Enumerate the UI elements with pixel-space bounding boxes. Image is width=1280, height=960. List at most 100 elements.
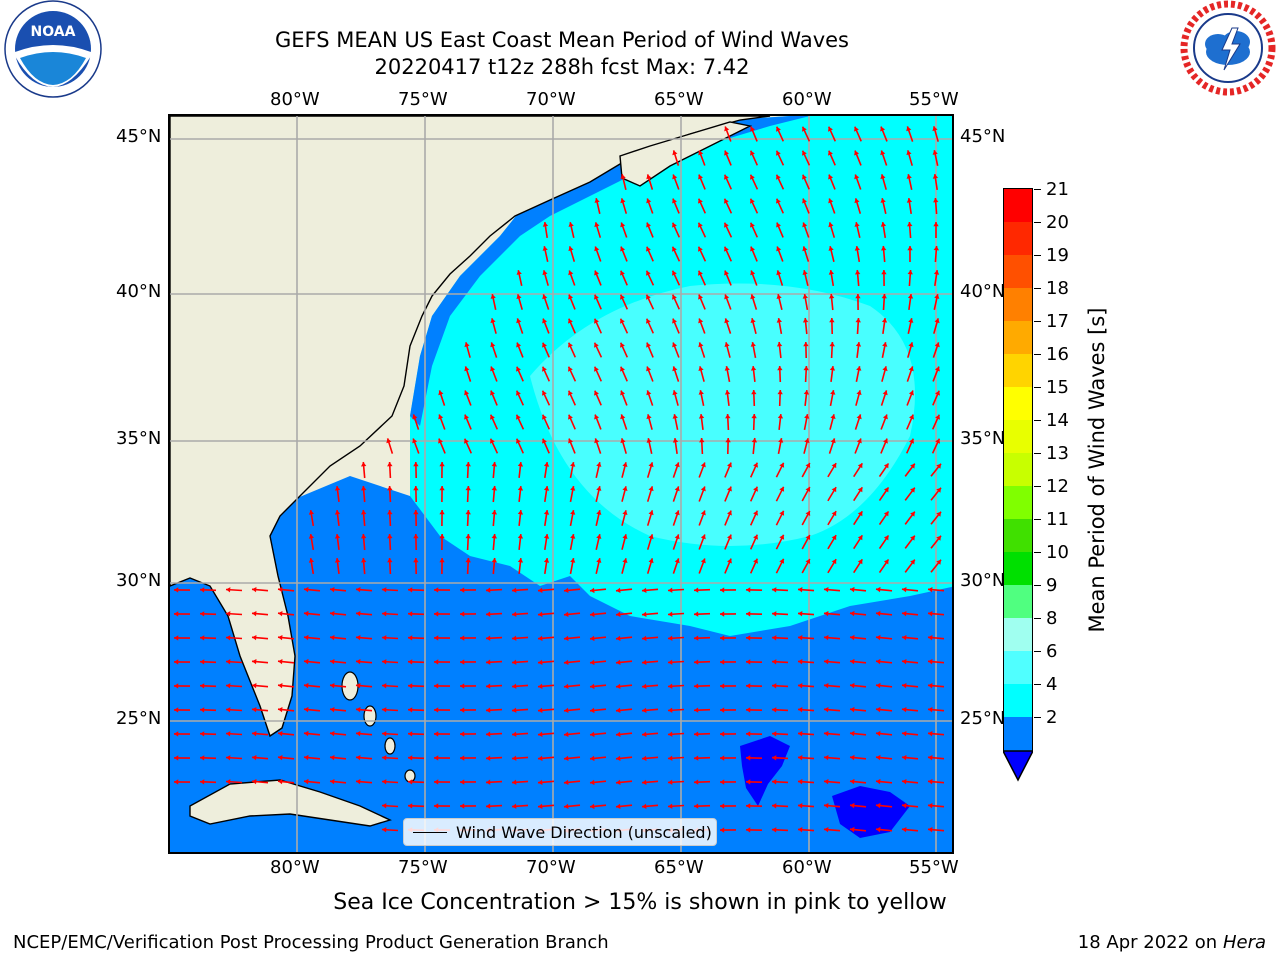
wind-wave-arrow-head <box>200 587 205 593</box>
wind-wave-arrow-head <box>698 150 704 156</box>
wind-wave-arrow-head <box>200 731 205 737</box>
wind-wave-arrow-head <box>413 510 419 515</box>
wind-wave-arrow-head <box>751 414 757 419</box>
wind-wave-arrow-head <box>486 803 491 809</box>
wind-wave-arrow-head <box>750 270 756 276</box>
wind-wave-arrow-head <box>490 438 495 444</box>
wind-wave-arrow-head <box>460 587 465 593</box>
wind-wave-arrow-head <box>408 683 413 689</box>
wind-wave-arrow-head <box>542 390 547 396</box>
wind-wave-arrow-head <box>486 731 491 737</box>
colorbar-tick-mark <box>1034 420 1041 421</box>
wind-wave-arrow-head <box>880 174 886 180</box>
wind-wave-arrow-head <box>648 486 654 492</box>
colorbar-segment <box>1004 321 1032 355</box>
wind-wave-arrow-head <box>226 731 231 737</box>
wind-wave-arrow-head <box>802 318 809 323</box>
wind-wave-arrow-head <box>724 318 730 324</box>
wind-wave-arrow-head <box>596 486 602 491</box>
wind-wave-arrow-head <box>460 731 465 737</box>
lon-label-top-60w: 60°W <box>782 89 832 110</box>
wind-wave-arrow-head <box>883 559 889 565</box>
wind-wave-arrow-head <box>590 779 595 786</box>
wind-wave-arrow-head <box>408 611 413 617</box>
lat-label-left-30n: 30°N <box>116 570 162 591</box>
wind-wave-arrow-head <box>668 779 673 785</box>
lon-label-bottom-55w: 55°W <box>909 857 959 878</box>
wind-wave-arrow-head <box>908 342 914 348</box>
wind-wave-arrow-head <box>486 611 491 617</box>
wind-wave-arrow-head <box>746 659 751 665</box>
wind-wave-arrow-head <box>564 587 569 593</box>
wind-wave-arrow-head <box>542 438 547 444</box>
wind-wave-arrow-head <box>882 366 888 372</box>
wind-wave-arrow-head <box>856 366 862 371</box>
wind-wave-arrow-head <box>620 174 626 179</box>
wind-wave-arrow-head <box>304 586 309 593</box>
wind-wave-arrow-head <box>907 270 913 275</box>
wind-wave-arrow-head <box>698 174 703 180</box>
wind-wave-arrow-head <box>252 659 257 665</box>
wind-wave-arrow-head <box>596 510 602 515</box>
wind-wave-arrow-head <box>464 342 470 348</box>
lon-label-top-75w: 75°W <box>398 89 448 110</box>
wind-wave-arrow-head <box>308 534 314 539</box>
wind-wave-arrow-head <box>226 587 231 593</box>
wind-wave-arrow-head <box>491 534 497 539</box>
lon-label-bottom-80w: 80°W <box>270 857 320 878</box>
lat-label-right-40n: 40°N <box>960 281 1006 302</box>
colorbar-tick-mark <box>1034 222 1041 223</box>
colorbar-tick-label: 10 <box>1046 542 1069 563</box>
wind-wave-arrow-head <box>382 731 387 737</box>
wind-wave-arrow-head <box>910 559 915 565</box>
wind-wave-arrow-head <box>439 486 445 491</box>
nws-logo <box>1178 0 1278 98</box>
wind-wave-arrow-head <box>910 463 915 469</box>
wind-wave-arrow-head <box>278 731 283 737</box>
wind-wave-arrow-head <box>850 634 855 641</box>
colorbar-tick-mark <box>1034 552 1041 553</box>
wind-wave-arrow-head <box>857 487 863 493</box>
lon-label-bottom-75w: 75°W <box>398 857 448 878</box>
wind-wave-arrow-head <box>724 270 729 276</box>
wind-wave-arrow-head <box>902 707 907 713</box>
wind-wave-arrow-head <box>831 487 837 493</box>
wind-wave-arrow-head <box>902 635 907 641</box>
wind-wave-arrow-head <box>772 827 777 833</box>
wind-wave-arrow-head <box>909 414 914 420</box>
wind-wave-arrow-head <box>850 586 855 593</box>
wind-wave-arrow-head <box>516 414 521 420</box>
wind-wave-arrow-head <box>698 414 705 419</box>
ocean-period-6-8 <box>530 283 915 546</box>
wind-wave-arrow-head <box>356 611 361 617</box>
wind-wave-arrow-head <box>724 366 730 371</box>
wind-wave-arrow-head <box>883 535 889 541</box>
wind-wave-arrow-head <box>829 318 835 323</box>
wind-wave-arrow-head <box>902 611 907 617</box>
wind-wave-arrow-head <box>538 587 543 593</box>
wind-wave-arrow-head <box>798 779 803 785</box>
wind-wave-arrow-head <box>776 150 781 156</box>
wind-wave-arrow-head <box>304 634 309 641</box>
wind-wave-arrow-head <box>727 558 732 564</box>
wind-wave-arrow-head <box>724 342 730 347</box>
wind-wave-arrow-head <box>724 198 729 204</box>
lon-label-bottom-65w: 65°W <box>654 857 704 878</box>
colorbar-tick-label: 2 <box>1046 707 1058 728</box>
colorbar-tick-label: 19 <box>1046 245 1069 266</box>
wind-wave-arrow-head <box>668 659 673 665</box>
wind-wave-arrow-head <box>751 438 758 443</box>
wind-wave-arrow-head <box>490 390 495 396</box>
colorbar-tick-mark <box>1034 684 1041 685</box>
wind-wave-arrow-head <box>910 511 915 517</box>
wind-wave-arrow-head <box>668 803 673 809</box>
wind-wave-arrow-head <box>460 659 465 665</box>
wind-wave-arrow-head <box>750 366 757 371</box>
colorbar-segment <box>1004 651 1032 685</box>
wind-wave-arrow-head <box>382 803 387 809</box>
wind-wave-arrow-head <box>753 510 758 516</box>
colorbar-tick-mark <box>1034 651 1041 652</box>
wind-wave-arrow-head <box>928 635 933 641</box>
wind-wave-arrow-head <box>464 414 469 420</box>
colorbar-tick-mark <box>1034 717 1041 718</box>
